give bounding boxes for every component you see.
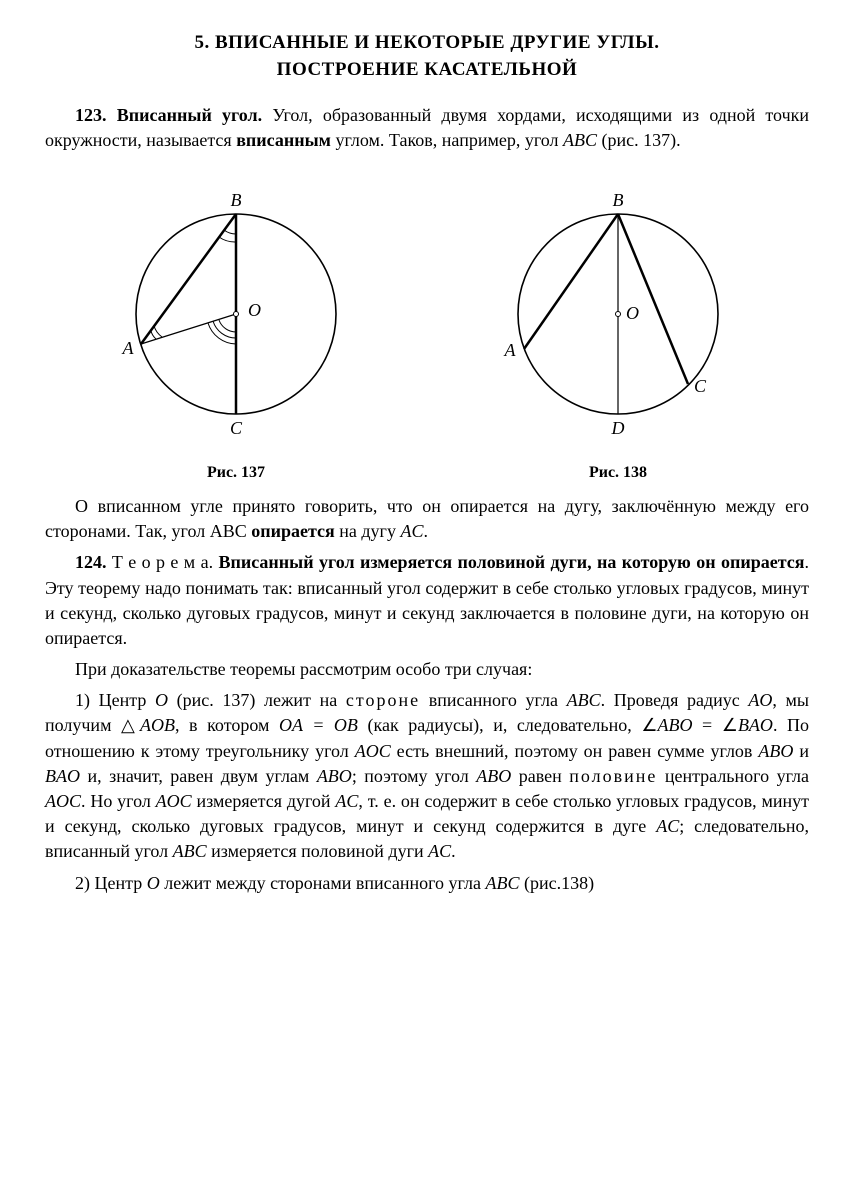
line-BC2 [618,214,688,384]
figures-row: B C A O Рис. 137 B D A C O Рис. 138 [45,184,809,484]
paragraph-between: О вписанном угле принято говорить, что о… [45,494,809,544]
i: O [155,690,168,710]
arc-ref: AC [400,521,423,541]
i: AC [335,791,358,811]
para-heading: Вписанный угол. [117,105,262,125]
t: и [793,741,809,761]
i: BAO [738,715,773,735]
i: AO [748,690,772,710]
t: измеряется половиной дуги [207,841,428,861]
section-title-line2: ПОСТРОЕНИЕ КАСАТЕЛЬНОЙ [277,59,578,80]
i: ABO [476,766,511,786]
label-A: A [122,338,135,358]
t: (как радиусы), и, следовательно, ∠ [358,715,658,735]
i: AOC [355,741,391,761]
section-title: 5. ВПИСАННЫЕ И НЕКОТОРЫЕ ДРУГИЕ УГЛЫ. ПО… [45,30,809,83]
i: OA = OB [279,715,358,735]
arc-A1 [151,331,156,339]
case-number: 1) [75,690,99,710]
i: ABC [567,690,601,710]
t: Центр [95,873,147,893]
paragraph-124: 124. Т е о р е м а. Вписанный угол измер… [45,550,809,651]
case-2: 2) Центр O лежит между сторонами вписанн… [45,871,809,896]
t: и, значит, равен двум углам [80,766,317,786]
label-B2: B [613,190,624,210]
t: центрального угла [657,766,809,786]
t: измеряется дугой [192,791,336,811]
t: лежит между сторонами вписанного угла [160,873,486,893]
label-D: D [611,418,625,438]
label-C: C [230,418,243,438]
label-O2: O [626,303,639,323]
t: , в котором [175,715,279,735]
section-title-line1: ВПИСАННЫЕ И НЕКОТОРЫЕ ДРУГИЕ УГЛЫ. [215,32,659,53]
sp: половине [569,766,657,786]
case-1: 1) Центр O (рис. 137) лежит на стороне в… [45,688,809,864]
t: = ∠ [692,715,737,735]
para-number: 123. [75,105,107,125]
arc-B1 [224,230,236,234]
i: AC [428,841,451,861]
label-C2: C [694,376,707,396]
t: (рис. 137) лежит на [168,690,346,710]
proof-intro: При доказательстве теоремы рассмотрим ос… [45,657,809,682]
theorem-statement: Вписанный угол измеряется половиной дуги… [218,552,804,572]
text: углом. Таков, например, угол [331,130,563,150]
case-number: 2) [75,873,95,893]
section-number: 5. [195,32,210,53]
term-rests: опирается [251,521,335,541]
sp: стороне [346,690,420,710]
point-O2 [616,311,621,316]
i: AC [656,816,679,836]
arc-A2 [154,326,162,337]
point-O [234,311,239,316]
i: AOB [140,715,175,735]
label-A2: A [504,340,517,360]
t: . [451,841,456,861]
t: . Проведя радиус [601,690,749,710]
label-B: B [231,190,242,210]
i: AOC [45,791,81,811]
paragraph-123: 123. Вписанный угол. Угол, образованный … [45,103,809,153]
i: AOC [156,791,192,811]
theorem-label: Т е о р е м а. [112,552,213,572]
t: . Но угол [81,791,156,811]
angle-ref: ABC [563,130,597,150]
term-inscribed: вписанным [236,130,331,150]
figure-137-svg: B C A O [106,184,366,444]
para-number: 124. [75,552,107,572]
figure-138-caption: Рис. 138 [488,462,748,484]
t: вписанного угла [420,690,567,710]
arc-B2 [219,237,236,242]
i: ABC [173,841,207,861]
t: ; поэтому угол [352,766,476,786]
text: на дугу [335,521,401,541]
text: (рис. 137). [597,130,681,150]
i: ABC [485,873,519,893]
arc-O2 [213,321,236,338]
t: (рис.138) [519,873,594,893]
i: ABO [657,715,692,735]
i: ABO [317,766,352,786]
t: Центр [99,690,155,710]
t: есть внешний, поэтому он равен сумме угл… [391,741,759,761]
figure-138: B D A C O Рис. 138 [488,184,748,484]
i: BAO [45,766,80,786]
i: ABO [758,741,793,761]
figure-138-svg: B D A C O [488,184,748,444]
i: O [147,873,160,893]
line-BA [524,214,618,349]
figure-137: B C A O Рис. 137 [106,184,366,484]
arc-O1 [219,320,236,332]
label-O: O [248,300,261,320]
t: равен [511,766,569,786]
figure-137-caption: Рис. 137 [106,462,366,484]
text: . [423,521,428,541]
